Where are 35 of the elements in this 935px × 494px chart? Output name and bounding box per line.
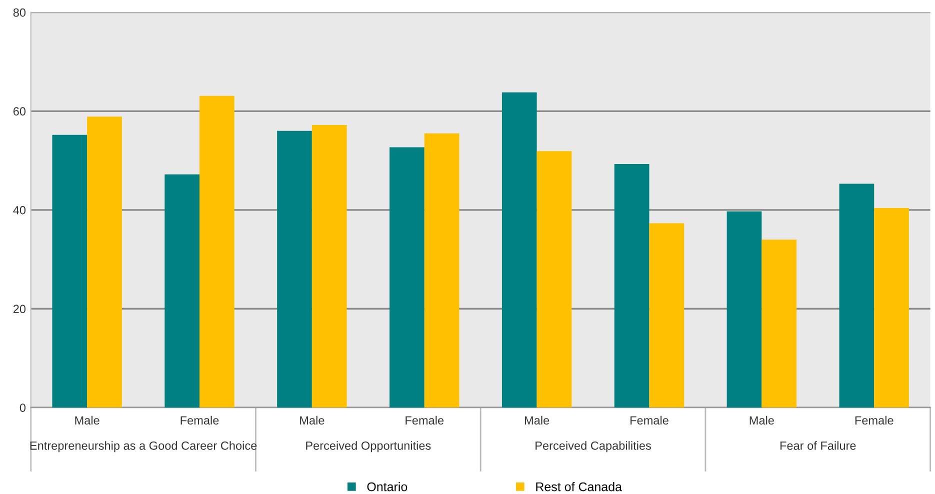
bar [502,92,537,408]
bar [874,208,909,408]
bar [649,223,684,408]
bar [200,96,234,408]
text: Fear of Failure [780,441,856,450]
x-tick-label: Male [300,416,324,425]
x-tick-label: Female [406,416,444,425]
bar [277,130,312,408]
bar [390,147,424,408]
bar [52,134,88,408]
y-tick-label: 0 [20,404,26,412]
text: Perceived Capabilities [536,441,652,452]
legend-label: Ontario [367,482,408,492]
text: Entrepreneurship as a Good Career Choice [30,441,257,452]
x-tick-label: Female [630,416,668,425]
y-tick-label: 80 [13,8,26,17]
x-tick-label: Male [75,416,100,425]
bar [424,133,460,408]
bar [762,240,797,408]
bar [839,184,874,408]
x-tick-label: Male [524,416,550,425]
bar [87,116,122,408]
bar [164,174,200,408]
y-tick-label: 40 [13,206,26,214]
bar [536,151,572,408]
bar [312,124,347,408]
y-tick-label: 60 [13,107,26,116]
y-tick-label: 20 [13,304,26,314]
legend-label: Rest of Canada [536,482,622,492]
bar [726,211,762,408]
x-tick-label: Male [750,416,774,425]
x-tick-label: Female [855,416,894,425]
text: Perceived Opportunities [306,441,431,452]
bar [614,164,650,408]
x-tick-label: Female [180,416,219,425]
